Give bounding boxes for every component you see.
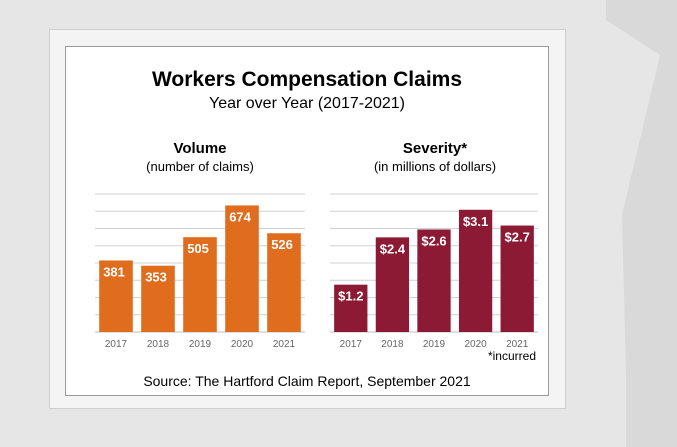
volume-bar-2019	[183, 237, 217, 332]
volume-tick-label-2021: 2021	[273, 339, 296, 350]
volume-bar-2021	[267, 233, 301, 332]
volume-chart-subtitle: (number of claims)	[146, 159, 254, 174]
volume-data-label-2017: 381	[103, 264, 125, 279]
volume-data-label-2020: 674	[229, 209, 251, 224]
chart-subtitle: Year over Year (2017-2021)	[209, 95, 405, 112]
severity-tick-label-2017: 2017	[340, 339, 363, 350]
severity-tick-label-2019: 2019	[423, 339, 446, 350]
footnote: *incurred	[487, 349, 536, 363]
volume-bar-2017	[99, 260, 133, 332]
volume-bar-2020	[225, 205, 259, 332]
severity-chart-subtitle: (in millions of dollars)	[373, 159, 497, 174]
severity-tick-label-2018: 2018	[381, 339, 404, 350]
source-note: Source: The Hartford Claim Report, Septe…	[143, 373, 471, 389]
severity-bar-2018	[375, 237, 410, 332]
severity-tick-label-2021: 2021	[506, 339, 529, 350]
volume-tick-label-2017: 2017	[105, 339, 128, 350]
severity-data-label-2019: $2.6	[421, 233, 446, 248]
severity-data-label-2017: $1.2	[338, 289, 363, 304]
severity-data-label-2021: $2.7	[505, 230, 530, 245]
volume-tick-label-2018: 2018	[147, 339, 170, 350]
severity-tick-label-2020: 2020	[464, 339, 487, 350]
severity-data-label-2018: $2.4	[380, 241, 406, 256]
volume-data-label-2018: 353	[145, 270, 167, 285]
volume-bar-2018	[141, 265, 175, 332]
severity-chart-title: Severity*	[402, 140, 468, 157]
severity-bar-2017	[334, 284, 368, 332]
chart-title: Workers Compensation Claims	[151, 68, 463, 91]
volume-data-label-2019: 505	[187, 241, 209, 256]
volume-tick-label-2019: 2019	[189, 339, 212, 350]
volume-chart-title: Volume	[173, 140, 227, 157]
severity-bar-2021	[500, 225, 534, 332]
severity-data-label-2020: $3.1	[463, 214, 488, 229]
severity-bar-2019	[417, 229, 451, 332]
severity-bar-2020	[458, 209, 493, 332]
volume-data-label-2021: 526	[271, 237, 293, 252]
volume-tick-label-2020: 2020	[231, 339, 254, 350]
